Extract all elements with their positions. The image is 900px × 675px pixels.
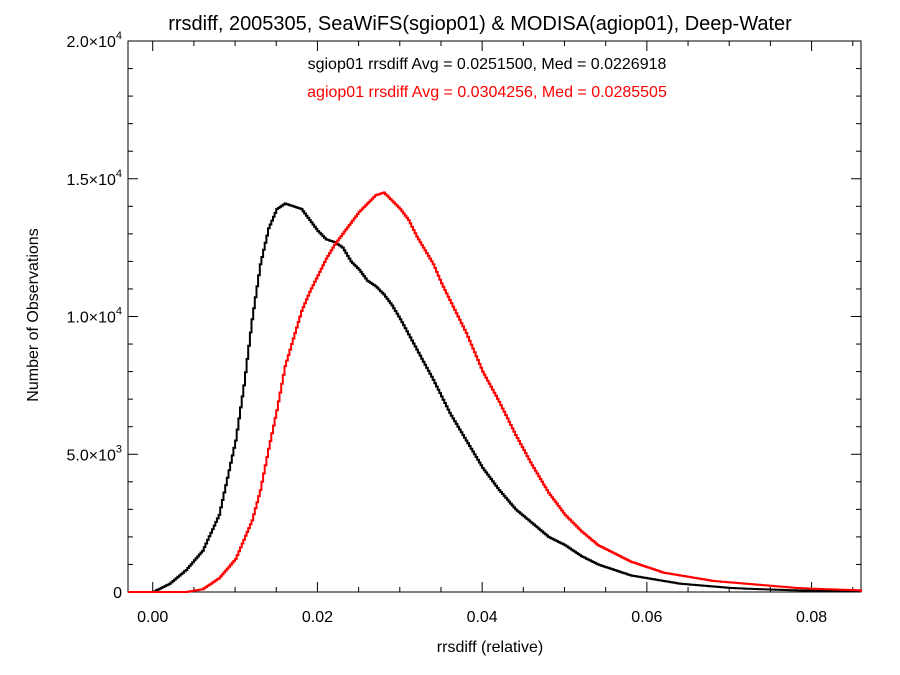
series-layer — [128, 191, 862, 593]
annotation-agiop01: agiop01 rrsdiff Avg = 0.0304256, Med = 0… — [307, 84, 667, 101]
x-axis-label: rrsdiff (relative) — [437, 639, 543, 656]
annotation-sgiop01: sgiop01 rrsdiff Avg = 0.0251500, Med = 0… — [308, 56, 667, 73]
x-tick-label: 0.02 — [302, 609, 333, 626]
y-tick-label: 2.0×104 — [66, 30, 122, 51]
histogram-series-0 — [128, 202, 862, 593]
x-tick-label: 0.04 — [467, 609, 498, 626]
y-tick-exponent: 3 — [116, 443, 122, 455]
y-tick-exponent: 4 — [116, 306, 122, 318]
y-tick-label: 1.0×104 — [66, 306, 122, 327]
y-axis-label: Number of Observations — [25, 228, 42, 401]
y-tick-exponent: 4 — [116, 168, 122, 180]
y-tick-label: 5.0×103 — [66, 443, 122, 464]
x-tick-label: 0.00 — [137, 609, 168, 626]
y-tick-exponent: 4 — [116, 30, 122, 42]
y-tick-mantissa: 2.0×10 — [66, 34, 115, 51]
y-tick-mantissa: 1.5×10 — [66, 172, 115, 189]
x-tick-label: 0.06 — [631, 609, 662, 626]
plot-frame — [127, 40, 862, 593]
chart-title: rrsdiff, 2005305, SeaWiFS(sgiop01) & MOD… — [168, 13, 792, 35]
y-tick-mantissa: 1.0×10 — [66, 310, 115, 327]
y-tick-label: 0 — [113, 585, 122, 602]
y-tick-label: 1.5×104 — [66, 168, 122, 189]
y-tick-mantissa: 0 — [113, 585, 122, 602]
y-tick-mantissa: 5.0×10 — [66, 447, 115, 464]
ticks-layer: 0.00 0.02 0.04 0.06 0.0805.0×1031.0×1041.5×1… — [66, 30, 861, 626]
x-tick-label: 0.08 — [796, 609, 827, 626]
histogram-series-1 — [128, 191, 862, 593]
